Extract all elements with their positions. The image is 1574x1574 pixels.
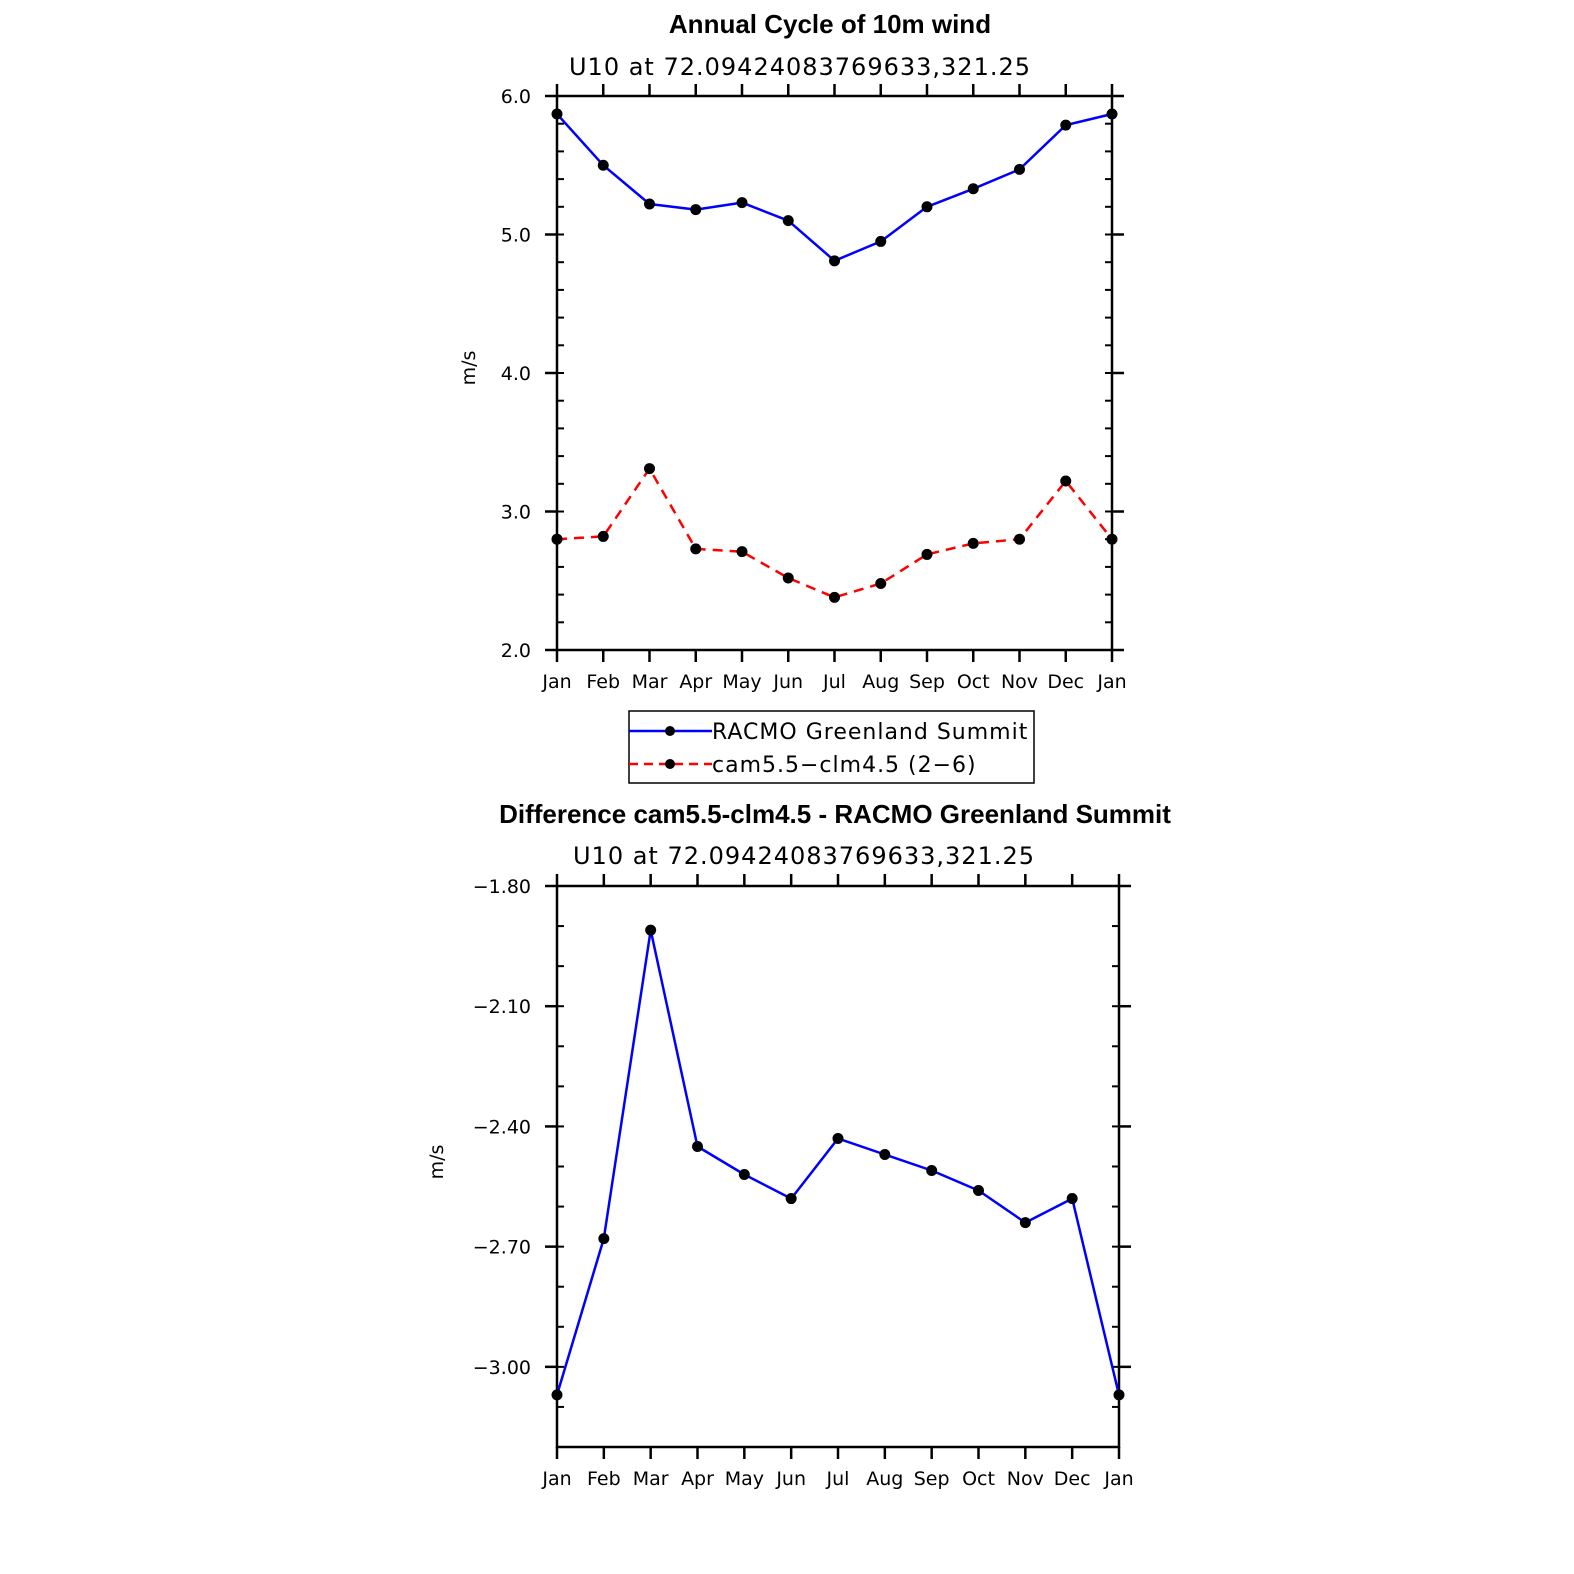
legend: RACMO Greenland Summit cam5.5−clm4.5 (2−… <box>628 710 1035 784</box>
x-tick-label: Nov <box>1007 1468 1044 1490</box>
data-point <box>692 1140 703 1152</box>
data-point <box>597 530 609 542</box>
data-point <box>782 215 794 227</box>
x-tick-label: Jan <box>1096 671 1126 693</box>
y-tick-label: −1.80 <box>473 876 531 898</box>
data-point <box>879 1148 891 1160</box>
data-point <box>738 1169 750 1181</box>
data-point <box>1113 1389 1125 1401</box>
x-tick-label: Jul <box>822 671 846 693</box>
data-point <box>736 546 748 558</box>
legend-box <box>628 710 1035 784</box>
data-point <box>1106 108 1118 120</box>
chart-title: Annual Cycle of 10m wind <box>669 9 991 39</box>
series-layer <box>551 108 1118 603</box>
x-tick-label: Jun <box>775 1468 806 1490</box>
y-tick-label: 3.0 <box>501 502 531 524</box>
chart-difference: Difference cam5.5-clm4.5 - RACMO Greenla… <box>426 799 1171 1490</box>
data-point <box>551 1389 563 1401</box>
y-tick-label: 4.0 <box>501 363 531 385</box>
data-point <box>736 197 748 209</box>
data-point <box>1060 119 1072 131</box>
y-tick-label: 2.0 <box>501 640 531 662</box>
chart-subtitle: U10 at 72.09424083769633,321.25 <box>569 53 1031 81</box>
y-tick-label: 6.0 <box>501 86 531 108</box>
x-tick-label: Jun <box>772 671 803 693</box>
x-tick-label: Jan <box>1103 1468 1133 1490</box>
data-point <box>921 548 933 560</box>
data-point <box>921 201 933 213</box>
y-tick-label: −2.10 <box>473 996 531 1018</box>
legend-label-racmo: RACMO Greenland Summit <box>712 720 1028 745</box>
data-point <box>829 255 840 267</box>
data-point <box>1060 475 1072 487</box>
data-point <box>644 198 655 210</box>
x-tick-label: Jul <box>826 1468 850 1490</box>
data-point <box>967 183 979 195</box>
legend-marker-racmo <box>665 726 675 736</box>
x-tick-label: Aug <box>866 1468 903 1490</box>
data-point <box>785 1193 797 1205</box>
x-tick-label: Mar <box>633 1468 669 1490</box>
chart-title: Difference cam5.5-clm4.5 - RACMO Greenla… <box>499 799 1171 829</box>
x-tick-label: Oct <box>962 1468 995 1490</box>
y-axis-label: m/s <box>426 1145 448 1180</box>
x-tick-label: Nov <box>1001 671 1038 693</box>
axes: 2.0 3.0 4.0 5.0 6.0 Jan Feb Mar Apr May Jun Jul Aug S… <box>501 84 1127 693</box>
x-tick-label: Feb <box>586 671 620 693</box>
x-tick-label: Aug <box>862 671 899 693</box>
x-tick-label: Sep <box>914 1468 950 1490</box>
data-point <box>598 1233 610 1245</box>
y-tick-label: −2.40 <box>473 1116 531 1138</box>
data-point <box>551 108 563 120</box>
data-point <box>875 578 887 590</box>
x-tick-label: Feb <box>587 1468 621 1490</box>
x-tick-label: Dec <box>1047 671 1084 693</box>
data-point <box>875 235 887 247</box>
series-line-1 <box>556 467 1113 599</box>
data-point <box>551 533 563 545</box>
x-tick-label: Dec <box>1054 1468 1091 1490</box>
y-axis-label: m/s <box>458 351 480 386</box>
legend-label-cam: cam5.5−clm4.5 (2−6) <box>712 753 977 778</box>
data-point <box>926 1165 938 1177</box>
y-tick-label: −2.70 <box>473 1237 531 1259</box>
legend-marker-cam <box>665 759 675 769</box>
x-tick-label: Apr <box>681 1468 714 1490</box>
x-tick-label: May <box>722 671 761 693</box>
chart-subtitle: U10 at 72.09424083769633,321.25 <box>573 842 1035 870</box>
data-point <box>832 1132 844 1144</box>
y-tick-label: −3.00 <box>473 1357 531 1379</box>
data-point <box>1019 1217 1031 1229</box>
data-point <box>967 537 979 549</box>
data-point <box>973 1185 984 1197</box>
data-point <box>645 924 657 936</box>
data-point <box>782 572 794 584</box>
series-line-0 <box>555 928 1121 1396</box>
data-point <box>1014 163 1025 175</box>
series-layer <box>551 924 1125 1401</box>
data-point <box>644 463 655 475</box>
plot-frame <box>555 94 1114 652</box>
x-tick-label: Oct <box>957 671 990 693</box>
data-point <box>829 591 840 603</box>
data-point <box>1106 533 1118 545</box>
x-tick-label: Mar <box>632 671 668 693</box>
x-tick-label: Jan <box>541 1468 571 1490</box>
axes: −3.00 −2.70 −2.40 −2.10 −1.80 Jan Feb Mar Apr May… <box>473 874 1134 1490</box>
data-point <box>597 159 609 171</box>
data-point <box>1014 533 1025 545</box>
y-tick-label: 5.0 <box>501 225 531 247</box>
data-point <box>1066 1193 1078 1205</box>
x-tick-label: Jan <box>541 671 571 693</box>
data-point <box>690 204 702 216</box>
chart-annual-cycle: Annual Cycle of 10m wind U10 at 72.09424… <box>458 9 1127 784</box>
x-tick-label: Sep <box>909 671 945 693</box>
plot-frame <box>555 884 1121 1449</box>
series-line-0 <box>556 112 1113 263</box>
x-tick-label: May <box>725 1468 764 1490</box>
data-point <box>690 543 702 555</box>
x-tick-label: Apr <box>679 671 712 693</box>
